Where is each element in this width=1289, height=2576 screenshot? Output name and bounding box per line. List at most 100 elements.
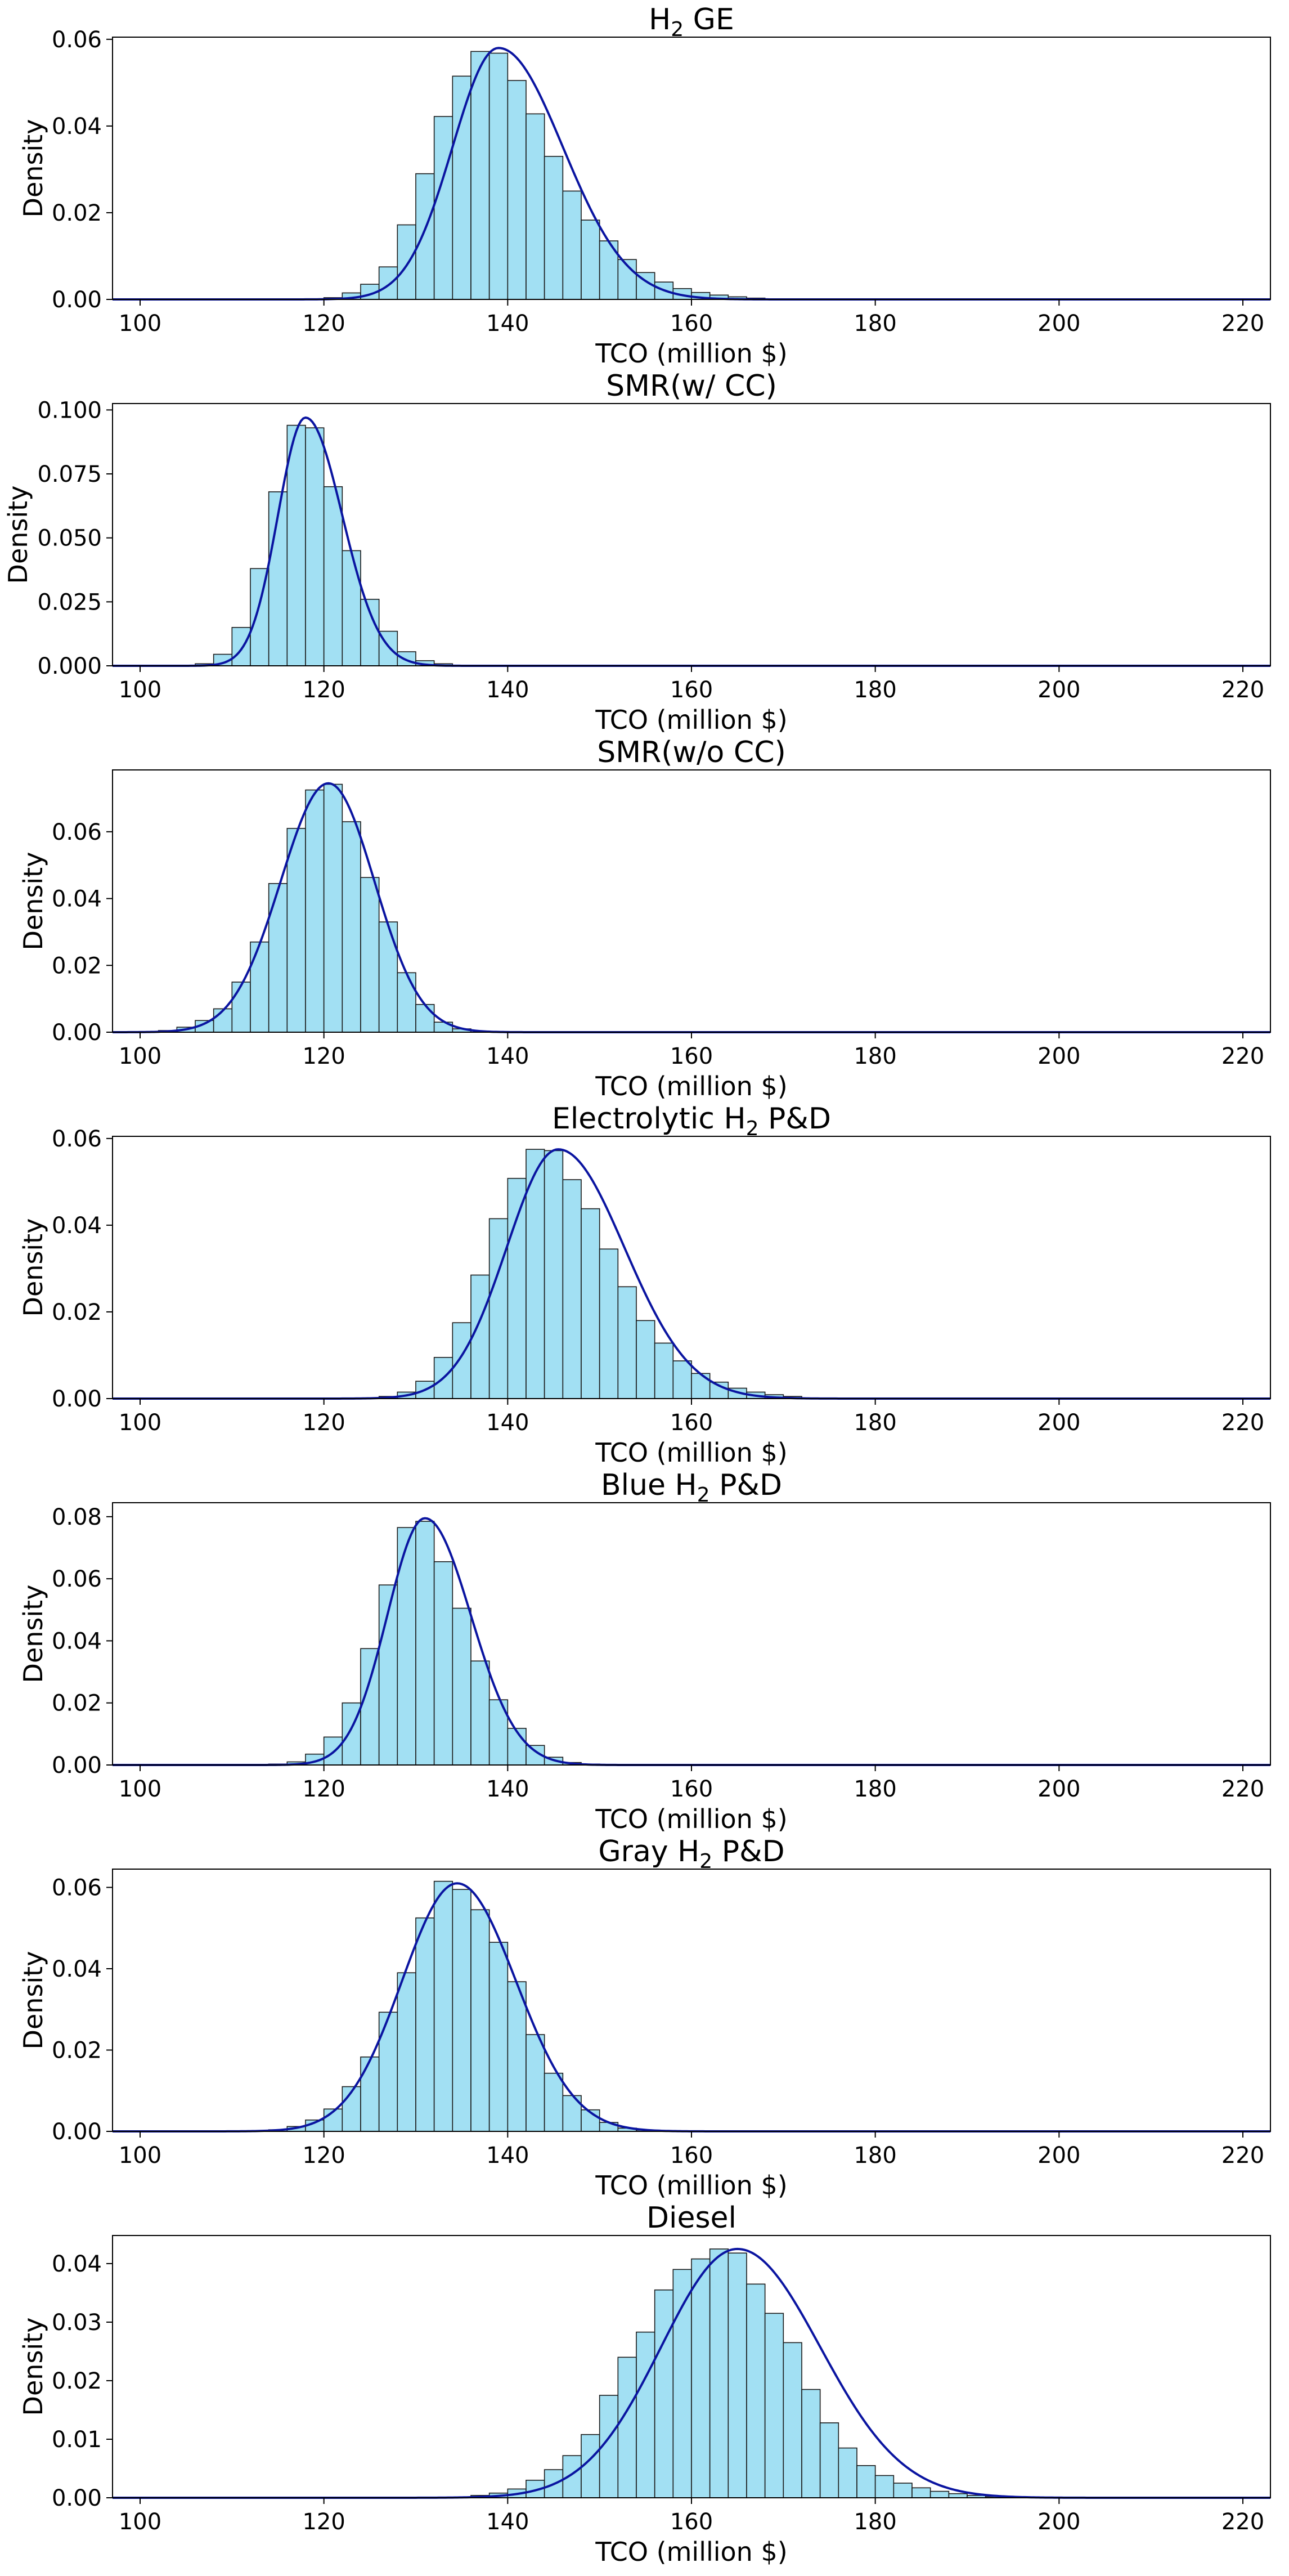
chart-title: SMR(w/ CC) [606,369,777,403]
histogram-bars [158,783,471,1033]
histogram-bar [452,75,471,300]
x-tick-label: 160 [670,677,713,703]
histogram-bars [268,1521,600,1766]
x-tick-label: 160 [670,1043,713,1069]
x-tick-label: 140 [486,2143,529,2169]
x-tick-label: 100 [119,1043,161,1069]
chart-panel-4: 100 120 140 160 180 200 220 0.00 0.02 0.04 0.06 TCO… [18,1102,1271,1468]
y-tick-label: 0.01 [52,2427,102,2453]
histogram-bars [378,1149,802,1399]
y-axis-label: Density [18,1218,48,1317]
histogram-bar [433,1880,453,2132]
x-tick-label: 180 [854,311,896,337]
y-tick-label: 0.06 [52,819,102,845]
histogram-bar [378,266,398,300]
x-tick-label: 140 [486,2509,529,2535]
histogram-bar [526,2034,545,2132]
x-tick-label: 100 [119,1410,161,1436]
x-axis-label: TCO (million $) [595,1071,787,1101]
x-tick-label: 120 [302,1776,345,1802]
histogram-bar [526,113,545,300]
histogram-bar [323,783,343,1033]
histogram-bar [911,2487,931,2498]
y-tick-label: 0.04 [52,1213,102,1239]
x-axis-label: TCO (million $) [595,705,787,735]
y-axis-label: Density [3,486,33,584]
y-tick-label: 0.06 [52,1566,102,1592]
histogram-bar [342,821,361,1033]
y-tick-label: 0.02 [52,1300,102,1325]
chart-title-main: Electrolytic H [552,1102,746,1136]
x-tick-label: 140 [486,677,529,703]
x-tick-label: 160 [670,1776,713,1802]
histogram-bar [360,2056,380,2132]
chart-title-main: SMR(w/ CC) [606,369,777,403]
x-tick-label: 120 [302,2143,345,2169]
chart-panel-6: 100 120 140 160 180 200 220 0.00 0.02 0.04 0.06 TCO… [18,1835,1271,2201]
plot-frame [112,1502,1271,1766]
kde-curve [113,47,1270,301]
histogram-bar [470,1660,490,1766]
x-tick-label: 220 [1221,311,1264,337]
x-axis-label: TCO (million $) [595,338,787,369]
histogram-bar [654,1342,674,1399]
histogram-bar [231,627,251,666]
histogram-bar [948,2493,968,2498]
chart-panel-2: 100 120 140 160 180 200 220 0.000 0.025 0.050 0.07… [3,369,1271,735]
x-tick-label: 100 [119,1776,161,1802]
histogram-bar [691,2258,711,2498]
histogram-bar [342,550,361,666]
chart-title-subscript: 2 [746,1117,759,1140]
histogram-bar [581,219,600,300]
histogram-bar [397,651,416,666]
chart-title-subscript: 2 [699,1850,712,1873]
x-tick-label: 220 [1221,1043,1264,1069]
chart-title: Blue H2 P&D [601,1468,782,1507]
chart-title-main: H [649,3,671,37]
y-tick-label: 0.02 [52,2368,102,2394]
histogram-bar [746,2283,766,2498]
x-tick-label: 200 [1038,1043,1080,1069]
y-tick-label: 0.04 [52,1956,102,1982]
x-tick-label: 200 [1038,311,1080,337]
kde-curve [113,1882,1270,2133]
y-tick-label: 0.06 [52,1875,102,1901]
x-tick-label: 180 [854,2143,896,2169]
x-axis-label: TCO (million $) [595,1437,787,1468]
x-tick-label: 160 [670,2509,713,2535]
y-tick-label: 0.100 [37,397,102,423]
plot-frame [112,1136,1271,1399]
histogram-bar [709,2248,729,2498]
y-tick-label: 0.050 [37,526,102,552]
y-tick-label: 0.00 [52,2119,102,2145]
histogram-bar [507,1728,527,1766]
x-tick-label: 180 [854,2509,896,2535]
histogram-bar [801,2389,821,2498]
histogram-bar [544,156,564,300]
x-tick-label: 140 [486,1776,529,1802]
chart-title-rest: P&D [710,1468,782,1502]
histogram-bar [672,2269,692,2498]
x-tick-label: 120 [302,2509,345,2535]
y-tick-label: 0.06 [52,1126,102,1152]
x-axis-label: TCO (million $) [595,1804,787,1834]
histogram-bar [488,1942,509,2132]
histogram-bar [654,2289,674,2498]
x-tick-label: 220 [1221,2509,1264,2535]
y-tick-label: 0.00 [52,1020,102,1046]
y-axis-label: Density [18,852,48,951]
chart-title-main: Diesel [646,2201,736,2235]
y-tick-label: 0.04 [52,886,102,912]
chart-title-rest: P&D [759,1102,831,1136]
y-tick-label: 0.02 [52,1691,102,1717]
histogram-bar [562,1179,582,1399]
histogram-bar [213,1008,233,1033]
y-tick-label: 0.00 [52,2485,102,2511]
histogram-bar [378,1584,398,1766]
histogram-bar [433,1561,453,1766]
chart-panel-1: 100 120 140 160 180 200 220 0.00 0.02 0.04 0.06 TCO… [18,3,1271,369]
histogram-bars [323,51,766,300]
chart-title-subscript: 2 [671,18,684,41]
histogram-bar [507,1981,527,2132]
x-tick-label: 200 [1038,1410,1080,1436]
